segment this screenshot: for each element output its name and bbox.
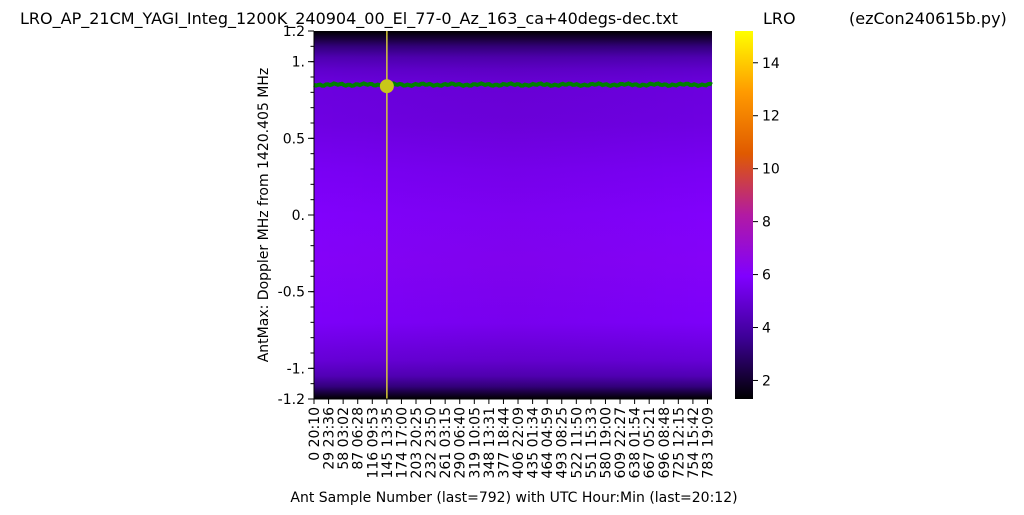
colorbar-ticks: 2 4 6 8 10 12 14 (753, 56, 780, 389)
colorbar-tick-label: 4 (762, 321, 771, 337)
x-tick-label: 725 12:15 (671, 407, 687, 479)
x-tick-label: 609 22:27 (613, 407, 629, 479)
chart-title: LRO_AP_21CM_YAGI_Integ_1200K_240904_00_E… (20, 9, 678, 29)
x-tick-label: 493 08:25 (555, 407, 571, 479)
x-tick-label: 783 19:09 (700, 407, 716, 479)
x-tick-label: 377 18:44 (496, 407, 512, 479)
x-tick-label: 522 11:50 (569, 407, 585, 479)
x-tick-label: 406 22:09 (511, 407, 527, 479)
x-tick-label: 551 15:33 (584, 407, 600, 479)
x-tick-label: 0 20:10 (307, 407, 323, 461)
x-tick-label: 348 13:31 (482, 407, 498, 479)
x-tick-label: 435 01:34 (526, 407, 542, 479)
colorbar-tick-label: 6 (762, 268, 771, 284)
sample-marker-dot (379, 79, 394, 94)
x-tick-label: 754 15:42 (686, 407, 702, 479)
heatmap-plot (313, 31, 713, 399)
colorbar-gradient (735, 31, 753, 399)
x-tick-label: 58 03:02 (336, 407, 352, 470)
y-tick-label: -1.2 (278, 392, 305, 408)
x-tick-label: 319 10:05 (467, 407, 483, 479)
y-tick-label: -0.5 (278, 285, 305, 301)
colorbar-tick-label: 14 (762, 56, 780, 72)
x-tick-label: 232 23:50 (424, 407, 440, 479)
x-tick-label: 145 13:35 (380, 407, 396, 479)
x-tick-label: 580 19:00 (598, 407, 614, 479)
station-label: LRO (763, 9, 796, 28)
x-tick-label: 29 23:36 (322, 407, 338, 470)
program-label: (ezCon240615b.py) (849, 9, 1007, 28)
heatmap-shade (314, 31, 712, 399)
colorbar-tick-label: 10 (762, 162, 780, 178)
y-tick-label: 1. (292, 55, 305, 71)
y-axis: 1.2 1. 0.5 0. -0.5 -1. -1.2 (278, 24, 315, 408)
x-tick-label: 638 01:54 (628, 407, 644, 479)
x-tick-label: 464 04:59 (540, 407, 556, 479)
x-tick-label: 203 20:25 (409, 407, 425, 479)
colorbar-tick-label: 8 (762, 215, 771, 231)
y-tick-label: 1.2 (283, 24, 305, 40)
x-axis-label: Ant Sample Number (last=792) with UTC Ho… (290, 490, 737, 506)
colorbar-tick-label: 2 (762, 373, 771, 389)
y-axis-label: AntMax: Doppler MHz from 1420.405 MHz (256, 68, 272, 363)
y-tick-label: 0. (292, 208, 305, 224)
x-tick-label: 667 05:21 (642, 407, 658, 479)
x-tick-label: 290 06:40 (453, 407, 469, 479)
y-tick-label: 0.5 (283, 131, 305, 147)
colorbar-tick-label: 12 (762, 109, 780, 125)
x-tick-label: 116 09:53 (365, 407, 381, 479)
x-tick-label: 87 06:28 (351, 407, 367, 470)
y-tick-label: -1. (287, 361, 305, 377)
x-tick-label: 696 08:48 (657, 407, 673, 479)
antmax-line (313, 81, 713, 89)
colorbar: 2 4 6 8 10 12 14 (735, 31, 780, 399)
x-tick-label: 174 17:00 (394, 407, 410, 479)
x-tick-label: 261 03:15 (438, 407, 454, 479)
